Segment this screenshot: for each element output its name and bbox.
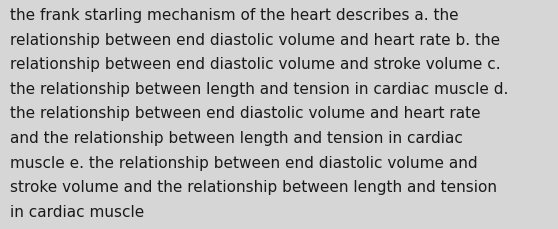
Text: stroke volume and the relationship between length and tension: stroke volume and the relationship betwe… bbox=[10, 180, 497, 194]
Text: the relationship between length and tension in cardiac muscle d.: the relationship between length and tens… bbox=[10, 82, 508, 96]
Text: relationship between end diastolic volume and heart rate b. the: relationship between end diastolic volum… bbox=[10, 33, 500, 47]
Text: relationship between end diastolic volume and stroke volume c.: relationship between end diastolic volum… bbox=[10, 57, 501, 72]
Text: the relationship between end diastolic volume and heart rate: the relationship between end diastolic v… bbox=[10, 106, 480, 121]
Text: the frank starling mechanism of the heart describes a. the: the frank starling mechanism of the hear… bbox=[10, 8, 459, 23]
Text: muscle e. the relationship between end diastolic volume and: muscle e. the relationship between end d… bbox=[10, 155, 478, 170]
Text: in cardiac muscle: in cardiac muscle bbox=[10, 204, 145, 219]
Text: and the relationship between length and tension in cardiac: and the relationship between length and … bbox=[10, 131, 463, 145]
